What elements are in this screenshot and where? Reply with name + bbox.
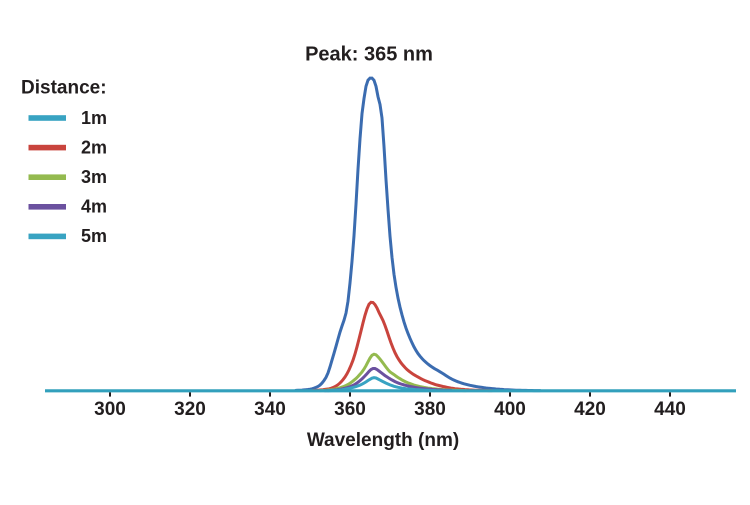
svg-text:Peak: 365 nm: Peak: 365 nm	[305, 44, 433, 66]
svg-text:300: 300	[94, 399, 126, 420]
svg-text:2m: 2m	[81, 137, 107, 157]
svg-text:Wavelength (nm): Wavelength (nm)	[307, 430, 459, 451]
svg-text:400: 400	[494, 399, 526, 420]
svg-text:340: 340	[254, 399, 286, 420]
svg-text:440: 440	[654, 399, 686, 420]
svg-text:Distance:: Distance:	[21, 78, 107, 99]
svg-text:3m: 3m	[81, 167, 107, 187]
svg-text:420: 420	[574, 399, 606, 420]
svg-text:1m: 1m	[81, 108, 107, 128]
svg-text:4m: 4m	[81, 197, 107, 217]
svg-text:320: 320	[174, 399, 206, 420]
svg-text:360: 360	[334, 399, 366, 420]
svg-text:5m: 5m	[81, 226, 107, 246]
svg-text:380: 380	[414, 399, 446, 420]
